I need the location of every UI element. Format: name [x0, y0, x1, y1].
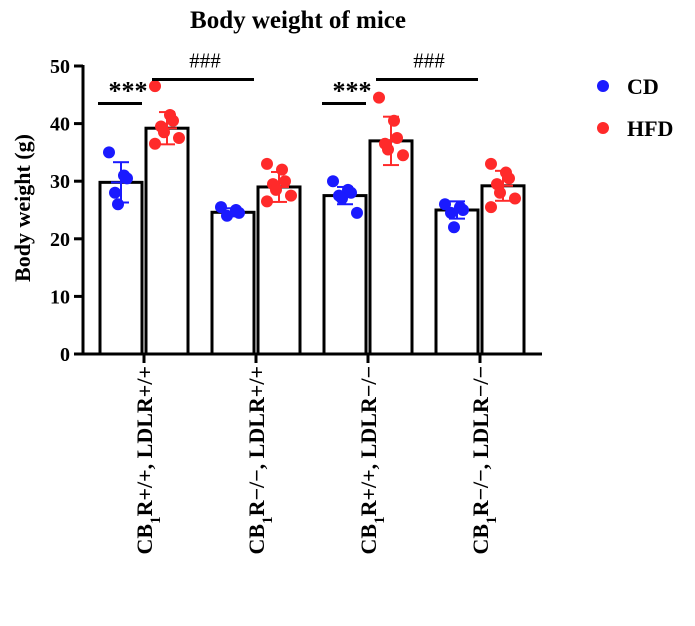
data-point-hfd — [279, 175, 291, 188]
category-label-main: CB — [468, 524, 493, 555]
data-point-cd — [445, 206, 457, 219]
category-label-main: CB — [356, 524, 381, 555]
chart-title: Body weight of mice — [190, 7, 406, 34]
data-point-cd — [109, 186, 121, 199]
data-point-hfd — [167, 114, 179, 127]
data-point-cd — [221, 209, 233, 222]
data-point-hfd — [397, 149, 409, 162]
category-label-main: CB — [244, 524, 269, 555]
data-point-hfd — [149, 80, 161, 93]
bar-cd-1 — [210, 210, 256, 356]
data-point-hfd — [158, 126, 170, 139]
data-point-hfd — [261, 157, 273, 170]
category-label: CB1R+/+, LDLR−/− — [356, 366, 388, 554]
data-point-hfd — [485, 201, 497, 214]
data-point-cd — [121, 172, 133, 185]
category-label-rest: R+/+, LDLR−/− — [356, 366, 381, 516]
bar-cd-2 — [322, 194, 368, 356]
data-point-cd — [233, 206, 245, 219]
bar-hfd-1 — [256, 185, 302, 356]
legend-marker-hfd — [597, 122, 609, 134]
data-point-hfd — [270, 183, 282, 196]
bar-hfd-3 — [480, 184, 526, 356]
data-point-cd — [336, 192, 348, 205]
data-point-cd — [215, 201, 227, 214]
y-tick-label: 0 — [60, 344, 70, 366]
data-point-cd — [351, 206, 363, 219]
data-point-hfd — [173, 132, 185, 144]
legend-label-cd: CD — [627, 74, 659, 99]
y-tick-label: 10 — [50, 286, 70, 308]
significance-label: *** — [109, 76, 148, 105]
y-tick-label: 40 — [50, 114, 70, 136]
data-point-hfd — [509, 192, 521, 205]
significance-label: *** — [333, 76, 372, 105]
legend-label-hfd: HFD — [627, 116, 673, 141]
data-point-hfd — [261, 195, 273, 208]
data-point-cd — [439, 198, 451, 211]
category-label: CB1R+/+, LDLR+/+ — [132, 366, 164, 554]
data-point-cd — [448, 221, 460, 234]
category-label: CB1R−/−, LDLR+/+ — [244, 366, 276, 554]
comparison-label: ### — [413, 49, 445, 73]
data-point-hfd — [149, 137, 161, 150]
category-label-subscript: 1 — [484, 516, 500, 524]
bar-hfd-2 — [368, 139, 414, 356]
data-point-hfd — [388, 114, 400, 127]
legend-marker-cd — [597, 80, 609, 92]
y-tick-label: 20 — [50, 229, 70, 251]
category-label-rest: R+/+, LDLR+/+ — [132, 366, 157, 516]
data-point-cd — [327, 175, 339, 188]
category-label-subscript: 1 — [260, 516, 276, 524]
data-point-cd — [457, 204, 469, 216]
data-point-hfd — [373, 91, 385, 104]
y-tick-label: 30 — [50, 171, 70, 193]
data-point-hfd — [494, 186, 506, 199]
data-point-hfd — [485, 157, 497, 170]
y-axis-label: Body weight (g) — [10, 134, 35, 282]
category-label: CB1R−/−, LDLR−/− — [468, 366, 500, 554]
data-point-cd — [112, 198, 124, 211]
data-point-hfd — [503, 172, 515, 185]
data-point-cd — [103, 146, 115, 159]
category-label-subscript: 1 — [148, 516, 164, 524]
data-point-hfd — [391, 132, 403, 144]
data-point-hfd — [382, 143, 394, 156]
category-label-rest: R−/−, LDLR+/+ — [244, 366, 269, 516]
category-label-rest: R−/−, LDLR−/− — [468, 366, 493, 516]
data-point-hfd — [276, 163, 288, 176]
category-label-subscript: 1 — [372, 516, 388, 524]
comparison-label: ### — [189, 49, 221, 73]
bar-hfd-0 — [144, 126, 190, 356]
bar-cd-0 — [98, 180, 144, 356]
category-label-main: CB — [132, 524, 157, 555]
y-tick-label: 50 — [50, 56, 70, 78]
data-point-hfd — [285, 189, 297, 202]
data-point-cd — [345, 186, 357, 199]
